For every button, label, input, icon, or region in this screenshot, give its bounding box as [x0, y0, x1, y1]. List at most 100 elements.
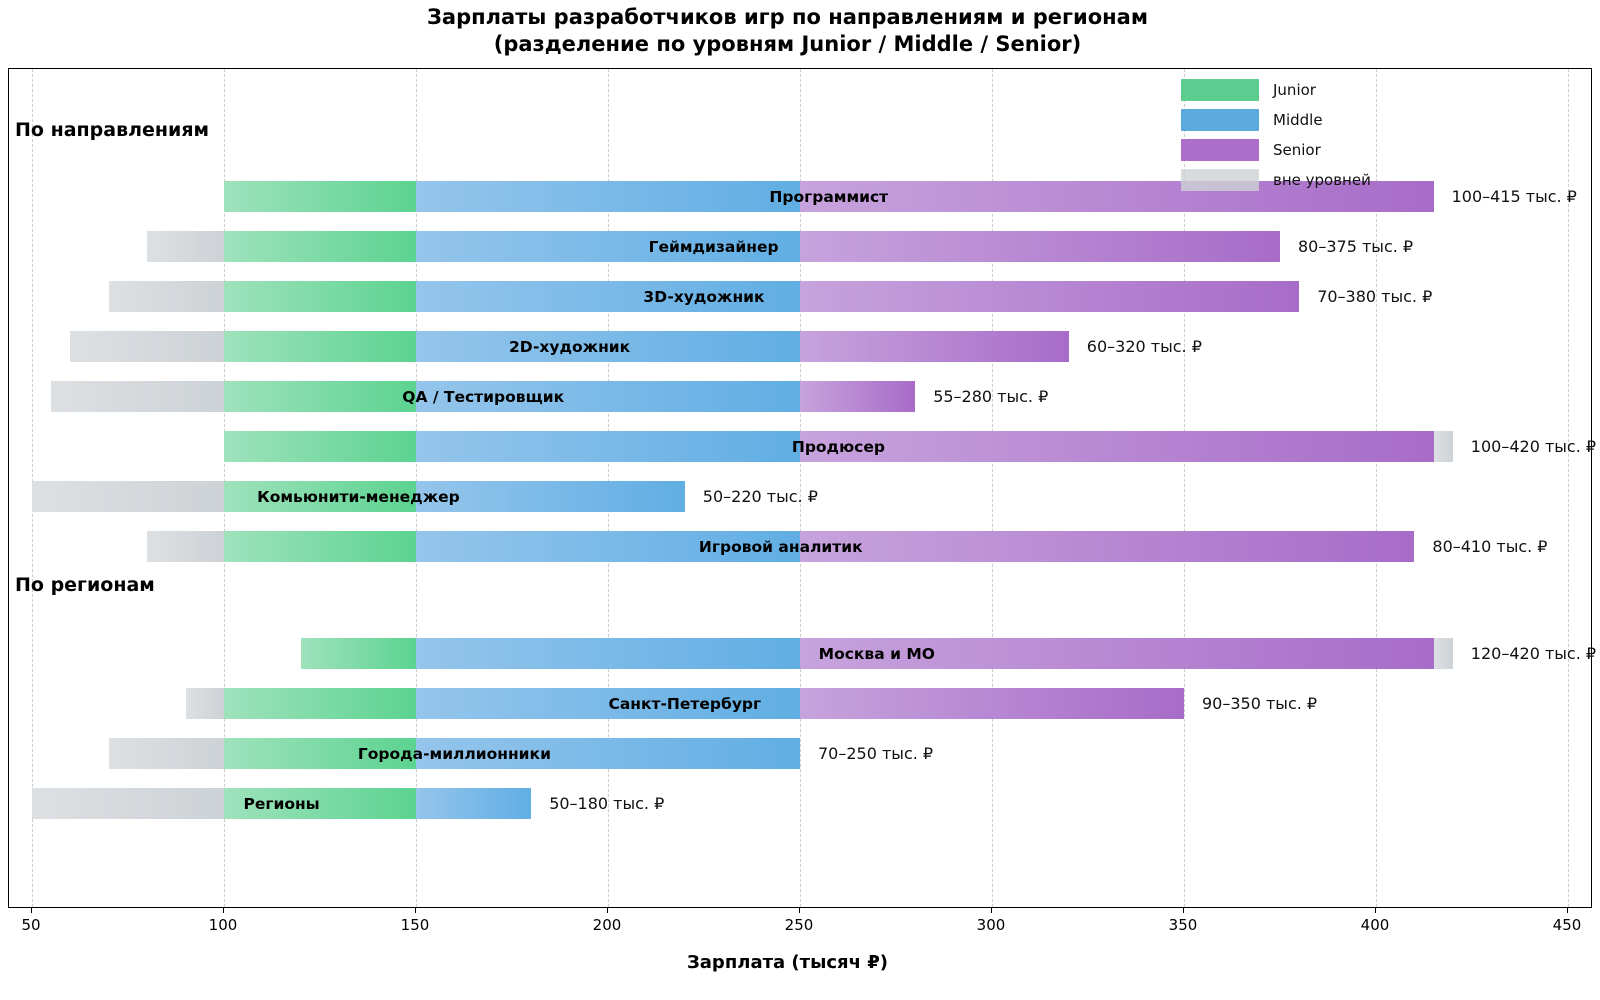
bar-category-label: Регионы	[243, 794, 320, 813]
bar-range-label: 50–220 тыс. ₽	[702, 487, 818, 506]
bar-Санкт-Петербург: Санкт-Петербург	[185, 688, 1184, 719]
bar-Регионы: Регионы	[32, 788, 532, 819]
tick-mark-100	[223, 908, 224, 913]
legend-swatch-outside	[1181, 169, 1259, 191]
bar-segment-junior	[223, 531, 416, 562]
bar-segment-outside	[147, 231, 224, 262]
legend-swatch-senior	[1181, 139, 1259, 161]
tick-mark-250	[799, 908, 800, 913]
legend-label: Junior	[1273, 81, 1316, 99]
tick-label-200: 200	[592, 916, 622, 934]
bar-segment-senior	[800, 431, 1434, 462]
section-label: По направлениям	[15, 119, 210, 141]
gridline-300	[992, 69, 993, 907]
bar-category-label: QA / Тестировщик	[402, 387, 565, 406]
bar-range-label: 70–380 тыс. ₽	[1317, 287, 1433, 306]
gridline-450	[1568, 69, 1569, 907]
bar-2D-художник: 2D-художник	[70, 331, 1069, 362]
bar-segment-senior	[799, 688, 1184, 719]
bar-segment-outside	[32, 788, 224, 819]
legend-label: Middle	[1273, 111, 1323, 129]
tick-mark-400	[1375, 908, 1376, 913]
bar-segment-middle	[416, 431, 800, 462]
bar-segment-middle	[416, 181, 800, 212]
bar-Города-миллионники: Города-миллионники	[108, 738, 800, 769]
chart-title: Зарплаты разработчиков игр по направлени…	[0, 4, 1575, 58]
tick-mark-350	[1183, 908, 1184, 913]
gridline-250	[800, 69, 801, 907]
tick-mark-150	[415, 908, 416, 913]
bar-range-label: 100–420 тыс. ₽	[1470, 437, 1597, 456]
bar-segment-senior	[799, 638, 1434, 669]
tick-label-350: 350	[1168, 916, 1198, 934]
bar-category-label: Города-миллионники	[357, 744, 551, 763]
bar-category-label: 3D-художник	[643, 287, 765, 306]
bar-category-label: Москва и МО	[818, 644, 935, 663]
bar-segment-middle	[415, 231, 800, 262]
gridline-350	[1184, 69, 1185, 907]
bar-range-label: 60–320 тыс. ₽	[1086, 337, 1202, 356]
legend-item-middle: Middle	[1181, 109, 1323, 131]
bar-3D-художник: 3D-художник	[108, 281, 1300, 312]
bar-range-label: 90–350 тыс. ₽	[1202, 694, 1318, 713]
bar-segment-middle	[415, 381, 800, 412]
bar-category-label: Игровой аналитик	[698, 537, 863, 556]
legend-item-outside: вне уровней	[1181, 169, 1371, 191]
bar-segment-middle	[415, 531, 800, 562]
chart-title-line1: Зарплаты разработчиков игр по направлени…	[427, 5, 1148, 29]
tick-label-50: 50	[21, 916, 41, 934]
bar-segment-senior	[799, 231, 1280, 262]
bar-Продюсер: Продюсер	[224, 431, 1453, 462]
tick-label-450: 450	[1552, 916, 1582, 934]
bar-category-label: Санкт-Петербург	[608, 694, 762, 713]
bar-segment-outside	[1433, 431, 1453, 462]
bar-category-label: Программист	[769, 187, 889, 206]
bar-Москва и МО: Москва и МО	[300, 638, 1453, 669]
legend-label: Senior	[1273, 141, 1321, 159]
bar-segment-middle	[415, 738, 800, 769]
section-label: По регионам	[15, 574, 155, 596]
tick-mark-50	[31, 908, 32, 913]
bar-range-label: 80–375 тыс. ₽	[1298, 237, 1414, 256]
tick-label-400: 400	[1360, 916, 1390, 934]
bar-segment-junior	[223, 231, 416, 262]
bar-segment-senior	[799, 331, 1069, 362]
bar-segment-senior	[800, 181, 1434, 212]
bar-segment-senior	[799, 531, 1415, 562]
bar-segment-junior	[224, 788, 416, 819]
tick-label-250: 250	[784, 916, 814, 934]
bar-segment-outside	[32, 481, 224, 512]
bar-segment-outside	[1433, 638, 1453, 669]
bar-segment-outside	[185, 688, 224, 719]
bar-range-label: 70–250 тыс. ₽	[818, 744, 934, 763]
plot-area: Программист 100–415 тыс. ₽ Геймдизайнер 80–…	[8, 68, 1596, 908]
bar-segment-outside	[108, 281, 224, 312]
bar-segment-outside	[70, 331, 224, 362]
bar-segment-junior	[223, 381, 416, 412]
bar-Геймдизайнер: Геймдизайнер	[147, 231, 1280, 262]
legend-item-junior: Junior	[1181, 79, 1316, 101]
legend-item-senior: Senior	[1181, 139, 1321, 161]
bar-segment-middle	[416, 788, 532, 819]
tick-label-300: 300	[976, 916, 1006, 934]
tick-label-100: 100	[208, 916, 238, 934]
tick-mark-450	[1567, 908, 1568, 913]
bar-segment-senior	[799, 281, 1300, 312]
bar-segment-junior	[224, 431, 416, 462]
bar-category-label: Продюсер	[791, 437, 885, 456]
tick-mark-300	[991, 908, 992, 913]
bar-segment-junior	[224, 481, 416, 512]
x-axis-label: Зарплата (тысяч ₽)	[687, 952, 888, 973]
tick-label-150: 150	[400, 916, 430, 934]
bar-segment-junior	[300, 638, 416, 669]
bar-range-label: 120–420 тыс. ₽	[1470, 644, 1597, 663]
bar-range-label: 100–415 тыс. ₽	[1451, 187, 1577, 206]
bar-Комьюнити-менеджер: Комьюнити-менеджер	[32, 481, 685, 512]
legend-swatch-middle	[1181, 109, 1259, 131]
bar-segment-middle	[415, 688, 800, 719]
bar-segment-middle	[415, 638, 800, 669]
bar-range-label: 55–280 тыс. ₽	[933, 387, 1049, 406]
bar-category-label: Комьюнити-менеджер	[257, 487, 460, 506]
bar-segment-outside	[51, 381, 224, 412]
